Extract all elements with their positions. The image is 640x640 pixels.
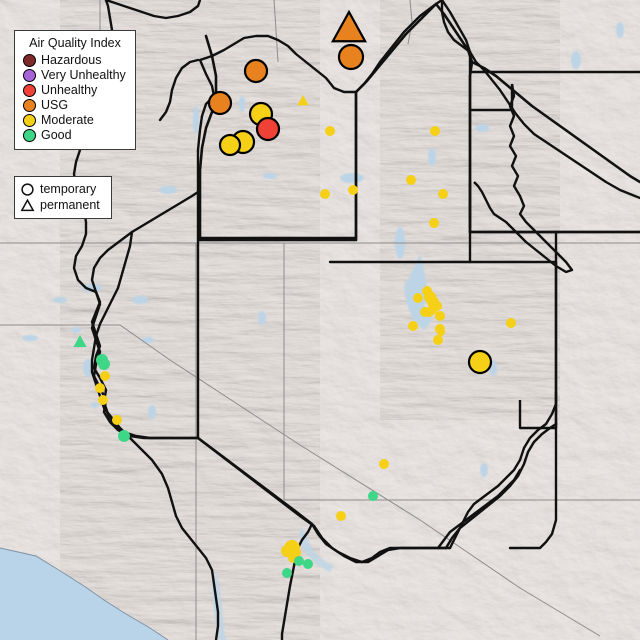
- site-marker-temporary[interactable]: [336, 511, 346, 521]
- site-marker-temporary[interactable]: [337, 43, 365, 71]
- aqi-legend-swatch: [23, 69, 36, 82]
- aqi-legend: Air Quality Index Hazardous Very Unhealth…: [14, 30, 136, 150]
- site-marker-temporary[interactable]: [437, 328, 445, 336]
- site-type-row-temporary: temporary: [20, 181, 105, 197]
- aqi-legend-title: Air Quality Index: [29, 36, 121, 50]
- aqi-legend-label: Moderate: [41, 113, 94, 127]
- aqi-legend-item[interactable]: Good: [21, 128, 129, 143]
- site-marker-temporary[interactable]: [368, 491, 378, 501]
- site-marker-temporary[interactable]: [348, 185, 358, 195]
- site-marker-temporary[interactable]: [435, 311, 445, 321]
- site-marker-temporary[interactable]: [218, 133, 242, 157]
- site-marker-temporary[interactable]: [98, 395, 108, 405]
- site-marker-temporary[interactable]: [406, 175, 416, 185]
- site-marker-temporary[interactable]: [207, 90, 233, 116]
- site-marker-temporary[interactable]: [433, 335, 443, 345]
- aqi-legend-rows: Hazardous Very Unhealthy Unhealthy USG Moder…: [21, 53, 129, 143]
- site-marker-temporary[interactable]: [432, 301, 442, 311]
- aqi-legend-label: Very Unhealthy: [41, 68, 126, 82]
- aqi-legend-swatch: [23, 114, 36, 127]
- site-type-label-permanent: permanent: [40, 198, 100, 212]
- aqi-legend-label: Hazardous: [41, 53, 102, 67]
- site-type-legend: temporary permanent: [14, 176, 112, 219]
- site-marker-temporary[interactable]: [112, 415, 122, 425]
- site-marker-temporary[interactable]: [425, 309, 433, 317]
- aqi-legend-item[interactable]: Moderate: [21, 113, 129, 128]
- aqi-legend-swatch: [23, 54, 36, 67]
- site-marker-temporary[interactable]: [303, 559, 313, 569]
- site-marker-temporary[interactable]: [430, 126, 440, 136]
- circle-icon: [21, 182, 34, 196]
- site-marker-temporary[interactable]: [255, 116, 281, 142]
- pacific-ocean: [0, 547, 169, 640]
- aqi-legend-item[interactable]: Unhealthy: [21, 83, 129, 98]
- aqi-legend-item[interactable]: Hazardous: [21, 53, 129, 68]
- site-marker-temporary[interactable]: [438, 189, 448, 199]
- site-marker-temporary[interactable]: [408, 321, 418, 331]
- site-marker-temporary[interactable]: [413, 293, 423, 303]
- site-marker-temporary[interactable]: [429, 218, 439, 228]
- site-marker-temporary[interactable]: [95, 383, 105, 393]
- site-marker-temporary[interactable]: [100, 371, 110, 381]
- nevada-utah-arizona-lines: [90, 290, 558, 564]
- site-marker-permanent[interactable]: [330, 9, 368, 43]
- aqi-legend-label: Unhealthy: [41, 83, 98, 97]
- site-marker-temporary[interactable]: [320, 189, 330, 199]
- aqi-legend-swatch: [23, 99, 36, 112]
- utah-wyoming-notch: [468, 84, 558, 430]
- bitterroot-divide: [473, 83, 574, 274]
- monitoring-sites-layer[interactable]: [73, 9, 516, 578]
- aqi-legend-item[interactable]: Very Unhealthy: [21, 68, 129, 83]
- site-marker-permanent[interactable]: [297, 95, 309, 106]
- site-type-label-temporary: temporary: [40, 182, 97, 196]
- aqi-legend-swatch: [23, 84, 36, 97]
- aqi-legend-item[interactable]: USG: [21, 98, 129, 113]
- aqi-legend-label: USG: [41, 98, 69, 112]
- site-marker-temporary[interactable]: [294, 556, 304, 566]
- site-marker-temporary[interactable]: [118, 430, 130, 442]
- aqi-legend-swatch: [23, 129, 36, 142]
- site-marker-temporary[interactable]: [506, 318, 516, 328]
- site-marker-temporary[interactable]: [379, 459, 389, 469]
- site-marker-temporary[interactable]: [282, 568, 292, 578]
- site-marker-permanent[interactable]: [73, 335, 87, 348]
- triangle-icon: [20, 198, 35, 211]
- site-type-row-permanent: permanent: [20, 197, 105, 213]
- site-marker-temporary[interactable]: [243, 58, 269, 84]
- site-marker-temporary[interactable]: [325, 126, 335, 136]
- aqi-legend-label: Good: [41, 128, 72, 142]
- site-marker-temporary[interactable]: [98, 358, 110, 370]
- site-marker-temporary[interactable]: [467, 349, 493, 375]
